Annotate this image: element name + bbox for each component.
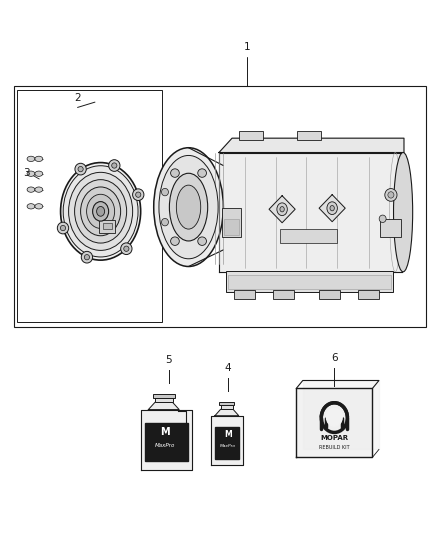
Polygon shape <box>215 409 239 416</box>
Bar <box>99 220 115 232</box>
Ellipse shape <box>170 173 208 241</box>
Text: 6: 6 <box>331 353 338 363</box>
Bar <box>103 223 112 229</box>
Bar <box>226 271 393 292</box>
Ellipse shape <box>57 222 69 234</box>
Ellipse shape <box>198 237 206 245</box>
Ellipse shape <box>27 171 35 176</box>
Text: M: M <box>160 426 170 437</box>
Bar <box>219 402 234 405</box>
Bar <box>239 131 262 140</box>
Ellipse shape <box>198 169 206 177</box>
Bar <box>234 290 255 300</box>
Text: MaxPro: MaxPro <box>220 444 236 448</box>
Ellipse shape <box>280 207 284 212</box>
Ellipse shape <box>327 202 337 215</box>
Text: 5: 5 <box>166 354 172 365</box>
Ellipse shape <box>35 171 43 176</box>
Bar <box>153 394 175 398</box>
Ellipse shape <box>35 204 43 209</box>
Ellipse shape <box>388 192 394 198</box>
Ellipse shape <box>69 172 133 251</box>
Ellipse shape <box>74 180 127 243</box>
Ellipse shape <box>87 195 115 229</box>
Ellipse shape <box>75 163 86 175</box>
Polygon shape <box>303 381 379 449</box>
Polygon shape <box>219 152 402 272</box>
Text: MOPAR: MOPAR <box>320 435 348 441</box>
Text: 2: 2 <box>74 93 81 103</box>
Ellipse shape <box>27 204 35 209</box>
Bar <box>14 86 426 327</box>
Ellipse shape <box>330 206 334 211</box>
Bar <box>17 91 162 322</box>
Ellipse shape <box>171 237 179 245</box>
Polygon shape <box>219 138 404 152</box>
Ellipse shape <box>326 409 342 426</box>
Polygon shape <box>211 416 243 465</box>
Ellipse shape <box>60 163 141 260</box>
Polygon shape <box>319 195 345 222</box>
Ellipse shape <box>60 225 66 231</box>
Polygon shape <box>269 196 295 223</box>
Ellipse shape <box>81 252 92 263</box>
Ellipse shape <box>154 148 223 266</box>
Text: M: M <box>224 430 232 439</box>
Ellipse shape <box>109 160 120 171</box>
Bar <box>280 229 336 243</box>
Polygon shape <box>141 409 192 470</box>
Bar <box>319 290 340 300</box>
Ellipse shape <box>97 206 105 216</box>
Ellipse shape <box>136 192 141 197</box>
Ellipse shape <box>393 152 413 272</box>
Bar <box>224 219 239 235</box>
Text: 4: 4 <box>224 362 231 373</box>
Ellipse shape <box>35 187 43 192</box>
Ellipse shape <box>277 203 287 216</box>
Bar <box>221 405 233 409</box>
Text: 1: 1 <box>244 42 251 52</box>
Bar <box>297 131 321 140</box>
Ellipse shape <box>159 156 218 259</box>
Polygon shape <box>145 423 187 461</box>
Ellipse shape <box>379 215 386 222</box>
Ellipse shape <box>121 243 132 255</box>
Bar <box>273 290 294 300</box>
Ellipse shape <box>84 255 89 260</box>
Ellipse shape <box>133 189 144 200</box>
Ellipse shape <box>63 166 138 257</box>
Bar <box>380 219 401 237</box>
Bar <box>228 275 391 289</box>
Ellipse shape <box>35 156 43 161</box>
Polygon shape <box>215 427 239 459</box>
Bar <box>223 208 241 237</box>
Polygon shape <box>148 402 179 409</box>
Ellipse shape <box>92 201 109 221</box>
Polygon shape <box>296 389 372 457</box>
Ellipse shape <box>112 163 117 168</box>
Text: MaxPro: MaxPro <box>155 443 175 448</box>
Ellipse shape <box>124 246 129 252</box>
Ellipse shape <box>171 169 179 177</box>
Ellipse shape <box>78 166 83 172</box>
Ellipse shape <box>81 187 120 236</box>
Bar <box>358 290 379 300</box>
Text: 3: 3 <box>23 168 30 178</box>
Text: REBUILD KIT: REBUILD KIT <box>319 445 350 450</box>
Ellipse shape <box>162 188 169 196</box>
Bar <box>155 398 173 402</box>
Ellipse shape <box>27 156 35 161</box>
Ellipse shape <box>27 187 35 192</box>
Ellipse shape <box>385 189 397 201</box>
Ellipse shape <box>162 219 169 226</box>
Ellipse shape <box>177 185 201 229</box>
